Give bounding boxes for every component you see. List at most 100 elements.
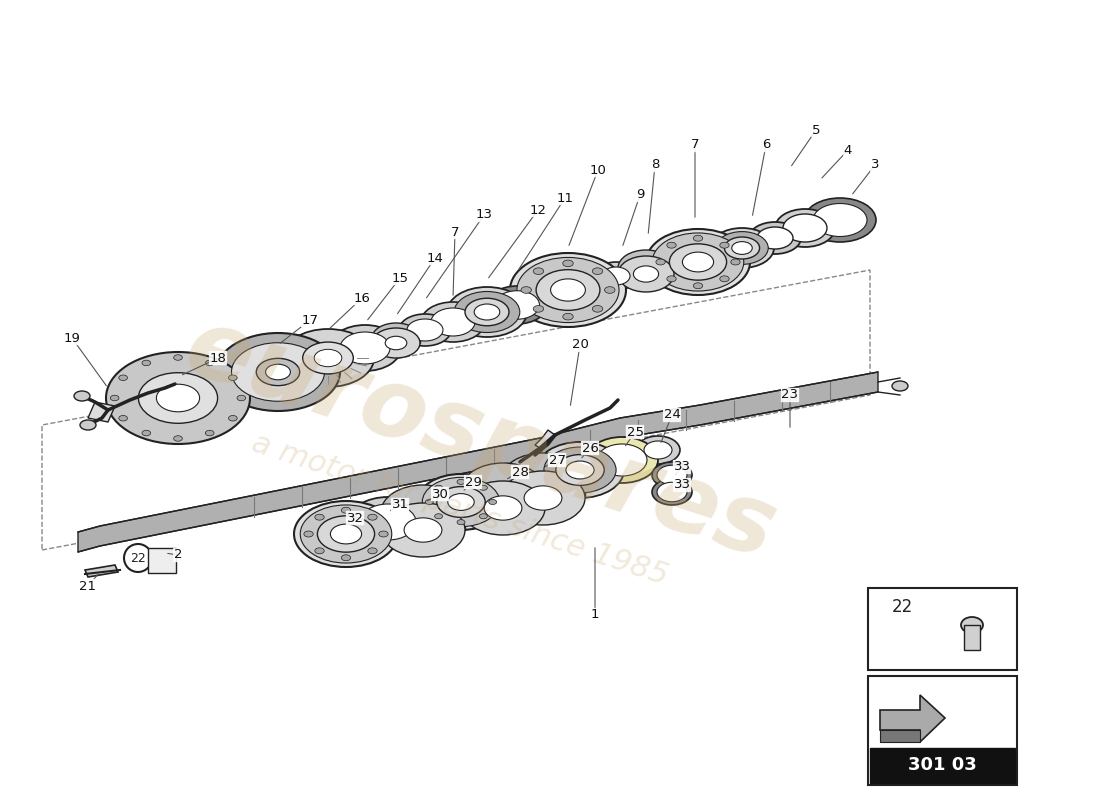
- Ellipse shape: [256, 358, 299, 386]
- Ellipse shape: [315, 350, 342, 366]
- Ellipse shape: [304, 531, 313, 537]
- Ellipse shape: [524, 486, 562, 510]
- Ellipse shape: [465, 298, 509, 326]
- Ellipse shape: [484, 496, 521, 520]
- Ellipse shape: [421, 302, 485, 342]
- Ellipse shape: [119, 375, 128, 381]
- Ellipse shape: [732, 242, 752, 254]
- Ellipse shape: [961, 617, 983, 633]
- Ellipse shape: [592, 306, 603, 312]
- Ellipse shape: [329, 325, 402, 371]
- Ellipse shape: [431, 308, 475, 336]
- Ellipse shape: [348, 497, 428, 547]
- Ellipse shape: [556, 454, 604, 486]
- Text: 25: 25: [627, 426, 644, 438]
- Ellipse shape: [381, 485, 465, 539]
- Text: 19: 19: [64, 331, 80, 345]
- Ellipse shape: [174, 436, 183, 442]
- Text: 4: 4: [844, 143, 852, 157]
- Text: 2: 2: [174, 549, 183, 562]
- Ellipse shape: [174, 354, 183, 360]
- Polygon shape: [535, 430, 556, 448]
- Ellipse shape: [618, 256, 674, 292]
- Ellipse shape: [551, 279, 585, 301]
- Ellipse shape: [644, 441, 672, 459]
- Ellipse shape: [456, 520, 465, 525]
- Ellipse shape: [488, 499, 496, 505]
- Text: 27: 27: [549, 454, 565, 466]
- Text: 22: 22: [130, 551, 146, 565]
- Ellipse shape: [372, 328, 420, 358]
- Ellipse shape: [730, 259, 740, 265]
- Ellipse shape: [360, 504, 416, 540]
- Ellipse shape: [693, 282, 703, 289]
- Ellipse shape: [487, 286, 547, 324]
- Ellipse shape: [407, 319, 443, 341]
- Ellipse shape: [563, 314, 573, 320]
- FancyBboxPatch shape: [868, 676, 1018, 785]
- Ellipse shape: [474, 304, 499, 320]
- Ellipse shape: [119, 415, 128, 421]
- Ellipse shape: [719, 242, 729, 248]
- Ellipse shape: [652, 462, 692, 488]
- Ellipse shape: [381, 503, 465, 557]
- Ellipse shape: [536, 270, 600, 310]
- Text: 31: 31: [392, 498, 408, 511]
- Ellipse shape: [592, 268, 603, 274]
- Ellipse shape: [110, 395, 119, 401]
- Ellipse shape: [282, 329, 374, 387]
- Ellipse shape: [517, 258, 619, 322]
- Ellipse shape: [716, 232, 768, 264]
- Text: 8: 8: [651, 158, 659, 171]
- Text: 7: 7: [691, 138, 700, 151]
- Polygon shape: [880, 695, 945, 742]
- Ellipse shape: [563, 260, 573, 266]
- Ellipse shape: [565, 461, 594, 479]
- Text: 11: 11: [557, 191, 573, 205]
- Ellipse shape: [543, 447, 616, 493]
- Text: 28: 28: [512, 466, 528, 478]
- Ellipse shape: [447, 287, 527, 337]
- Ellipse shape: [693, 235, 703, 242]
- Text: 33: 33: [673, 478, 691, 491]
- Bar: [148, 548, 176, 573]
- Ellipse shape: [318, 516, 375, 552]
- Ellipse shape: [236, 395, 245, 401]
- Polygon shape: [880, 730, 920, 742]
- Ellipse shape: [602, 267, 630, 285]
- Text: 23: 23: [781, 389, 799, 402]
- Ellipse shape: [437, 486, 485, 518]
- Text: 30: 30: [431, 487, 449, 501]
- Ellipse shape: [461, 481, 544, 535]
- Ellipse shape: [302, 342, 353, 374]
- Ellipse shape: [367, 548, 377, 554]
- Ellipse shape: [521, 286, 531, 294]
- Ellipse shape: [404, 518, 442, 542]
- Polygon shape: [78, 372, 878, 552]
- Ellipse shape: [725, 237, 760, 259]
- Ellipse shape: [124, 544, 152, 572]
- Ellipse shape: [106, 352, 250, 444]
- Ellipse shape: [586, 437, 658, 483]
- Ellipse shape: [534, 306, 543, 312]
- Text: 20: 20: [572, 338, 588, 351]
- Ellipse shape: [378, 531, 388, 537]
- Ellipse shape: [399, 314, 451, 346]
- Ellipse shape: [330, 524, 362, 544]
- Ellipse shape: [315, 514, 324, 520]
- Text: 9: 9: [636, 189, 645, 202]
- Ellipse shape: [597, 444, 647, 476]
- Ellipse shape: [294, 501, 398, 567]
- Ellipse shape: [74, 391, 90, 401]
- Text: a motor for parts since 1985: a motor for parts since 1985: [249, 429, 672, 591]
- Text: 18: 18: [210, 351, 227, 365]
- Ellipse shape: [500, 453, 585, 507]
- Text: 32: 32: [346, 511, 363, 525]
- Ellipse shape: [636, 436, 680, 464]
- Text: 5: 5: [812, 123, 821, 137]
- Ellipse shape: [367, 514, 377, 520]
- Ellipse shape: [804, 198, 876, 242]
- Ellipse shape: [594, 262, 638, 290]
- Ellipse shape: [510, 253, 626, 327]
- Ellipse shape: [229, 375, 238, 381]
